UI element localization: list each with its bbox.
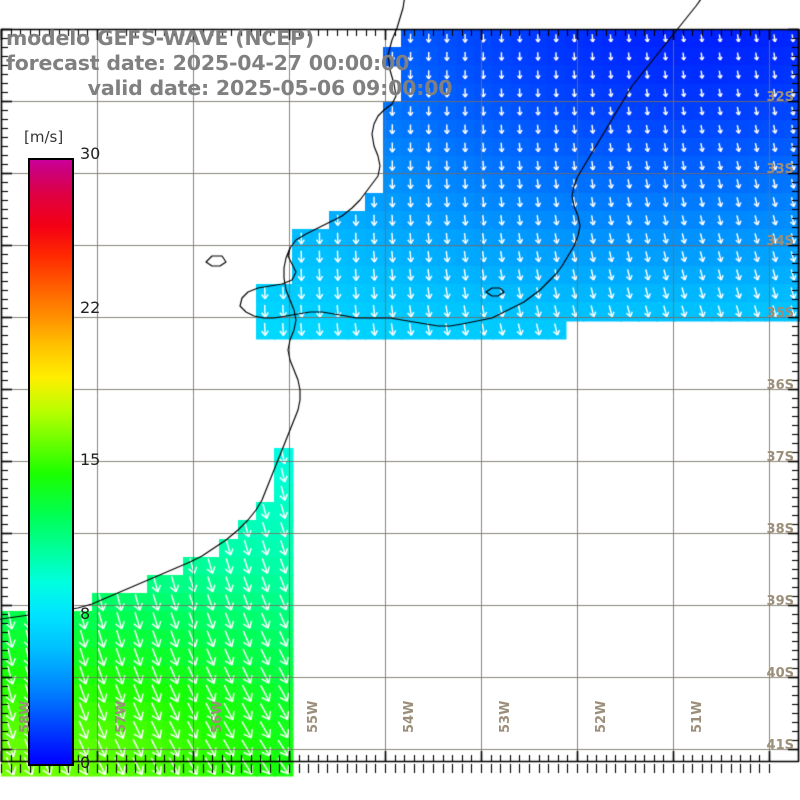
lat-label-35S: 35S xyxy=(766,306,794,321)
lat-label-34S: 34S xyxy=(766,234,794,249)
lon-label-55W: 55W xyxy=(306,700,321,733)
colorbar-unit-label: [m/s] xyxy=(24,128,64,146)
lat-label-39S: 39S xyxy=(766,594,794,609)
lon-label-53W: 53W xyxy=(498,700,513,733)
lon-label-58W: 58W xyxy=(18,700,33,733)
colorbar-tick-8: 8 xyxy=(80,604,91,623)
colorbar-tick-30: 30 xyxy=(80,144,101,163)
lon-label-56W: 56W xyxy=(210,700,225,733)
lat-label-40S: 40S xyxy=(766,666,794,681)
lon-label-57W: 57W xyxy=(114,700,129,733)
lon-label-51W: 51W xyxy=(690,700,705,733)
colorbar-gradient xyxy=(28,158,74,766)
colorbar xyxy=(28,158,74,766)
colorbar-tick-15: 15 xyxy=(80,450,101,469)
colorbar-tick-22: 22 xyxy=(80,298,101,317)
lat-label-38S: 38S xyxy=(766,522,794,537)
lat-label-41S: 41S xyxy=(766,738,794,753)
lat-label-32S: 32S xyxy=(766,90,794,105)
lat-label-37S: 37S xyxy=(766,450,794,465)
lon-label-52W: 52W xyxy=(594,700,609,733)
lat-label-36S: 36S xyxy=(766,378,794,393)
lon-label-54W: 54W xyxy=(402,700,417,733)
lat-label-33S: 33S xyxy=(766,162,794,177)
colorbar-tick-0: 0 xyxy=(80,753,91,772)
